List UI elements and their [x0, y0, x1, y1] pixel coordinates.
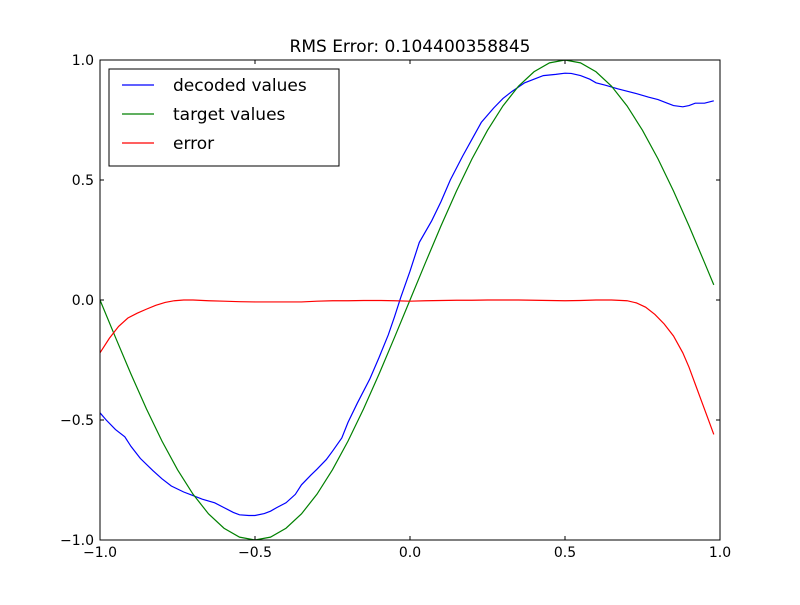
- plot-frame: [99, 59, 721, 541]
- series-line-decoded-values: [100, 72, 714, 517]
- x-tick-label: −1.0: [83, 545, 117, 561]
- axis-ticks: −1.0 −0.5 0.0 0.5 1.0 −1.0 −0.5 0.0 0.5 1.0: [60, 53, 731, 561]
- y-tick-label: 0.5: [72, 173, 94, 189]
- x-tick-label: 0.0: [399, 545, 421, 561]
- legend-label: target values: [173, 105, 286, 125]
- y-tick-label: 0.0: [72, 293, 94, 309]
- x-tick-label: 1.0: [709, 545, 731, 561]
- y-tick-label: −0.5: [60, 413, 94, 429]
- plot-area: [100, 60, 715, 540]
- x-tick-label: 0.5: [554, 545, 576, 561]
- legend-label: error: [173, 134, 214, 154]
- series-line-target-values: [100, 60, 715, 540]
- series-line-error: [100, 299, 715, 435]
- y-tick-label: −1.0: [60, 533, 94, 549]
- legend: decoded values target values error: [108, 68, 340, 167]
- x-tick-label: −0.5: [238, 545, 272, 561]
- legend-label: decoded values: [173, 76, 307, 96]
- y-tick-label: 1.0: [72, 53, 94, 69]
- chart-title: RMS Error: 0.104400358845: [290, 37, 531, 57]
